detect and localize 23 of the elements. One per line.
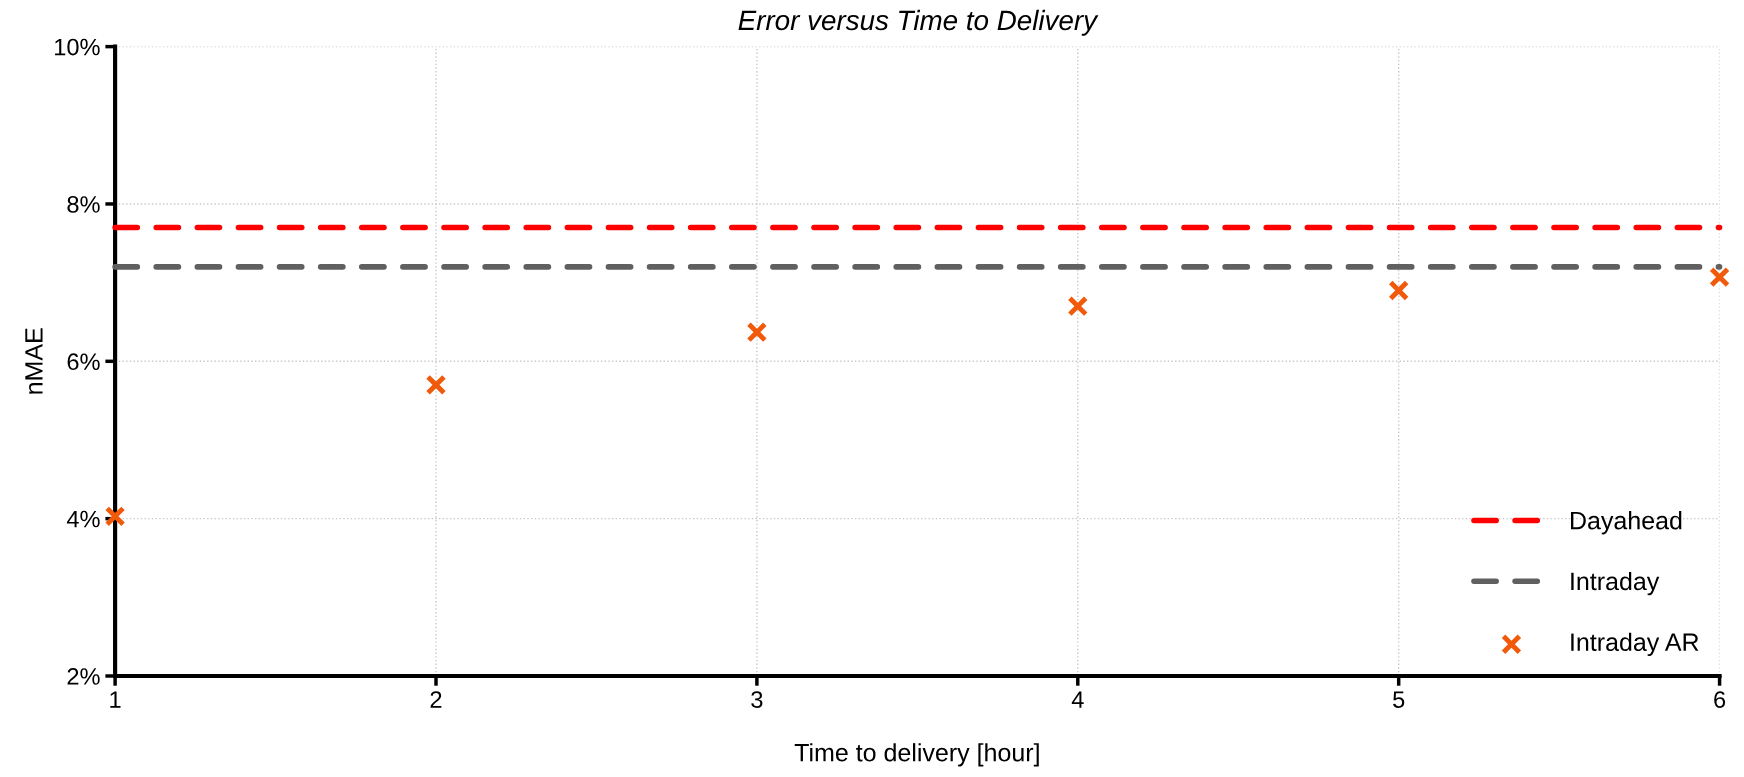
- y-tick-label: 4%: [66, 510, 100, 528]
- legend-label: Intraday: [1571, 571, 1660, 596]
- x-tick-label: 3: [751, 691, 763, 708]
- y-tick-label: 6%: [67, 353, 100, 371]
- x-tick-label: 4: [1071, 691, 1084, 708]
- point: [746, 321, 768, 343]
- point: [425, 374, 447, 396]
- y-tick-label: 8%: [67, 196, 100, 213]
- y-tick-label: 2%: [67, 668, 100, 685]
- x-tick-label: 6: [1714, 691, 1726, 708]
- x-tick-label: 2: [430, 691, 442, 708]
- y-axis-title: nMAE: [25, 328, 43, 394]
- point: [1709, 266, 1730, 288]
- point: [1067, 295, 1089, 317]
- x-tick-label: 1: [110, 691, 121, 708]
- x-tick-label: 5: [1393, 691, 1405, 708]
- chart-title: Error versus Time to Delivery: [738, 9, 1099, 36]
- legend-label: Intraday AR: [1571, 632, 1699, 656]
- point: [1388, 280, 1410, 301]
- point: [104, 505, 126, 527]
- legend-label: Dayahead: [1571, 511, 1682, 535]
- x-axis-title: Time to delivery [hour]: [794, 743, 1039, 767]
- y-tick-label: 10%: [55, 38, 100, 56]
